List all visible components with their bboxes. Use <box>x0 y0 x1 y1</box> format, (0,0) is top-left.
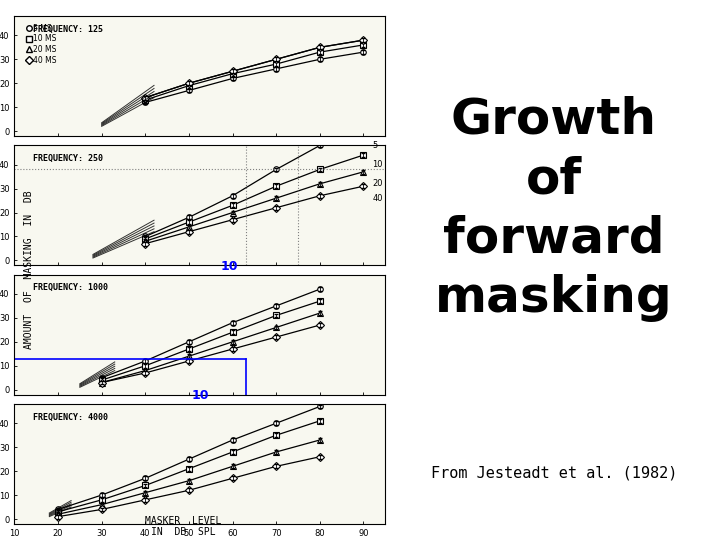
Text: 10: 10 <box>372 160 383 169</box>
Text: From Jesteadt et al. (1982): From Jesteadt et al. (1982) <box>431 465 677 481</box>
Text: 40: 40 <box>372 194 383 202</box>
Text: AMOUNT  OF  MASKING  IN  DB: AMOUNT OF MASKING IN DB <box>24 191 34 349</box>
Text: 10: 10 <box>221 260 238 273</box>
Legend: 5 MS, 10 MS, 20 MS, 40 MS: 5 MS, 10 MS, 20 MS, 40 MS <box>26 23 58 66</box>
Text: FREQUENCY: 4000: FREQUENCY: 4000 <box>33 413 108 421</box>
Text: Growth
of
forward
masking: Growth of forward masking <box>435 96 672 322</box>
Text: FREQUENCY: 1000: FREQUENCY: 1000 <box>33 283 108 292</box>
Text: MASKER  LEVEL
IN  DB  SPL: MASKER LEVEL IN DB SPL <box>145 516 222 537</box>
Text: FREQUENCY: 250: FREQUENCY: 250 <box>33 154 103 163</box>
Text: 20: 20 <box>372 179 383 188</box>
Text: 10: 10 <box>191 389 209 402</box>
Text: 5: 5 <box>372 141 377 150</box>
Text: FREQUENCY: 125: FREQUENCY: 125 <box>33 25 103 33</box>
